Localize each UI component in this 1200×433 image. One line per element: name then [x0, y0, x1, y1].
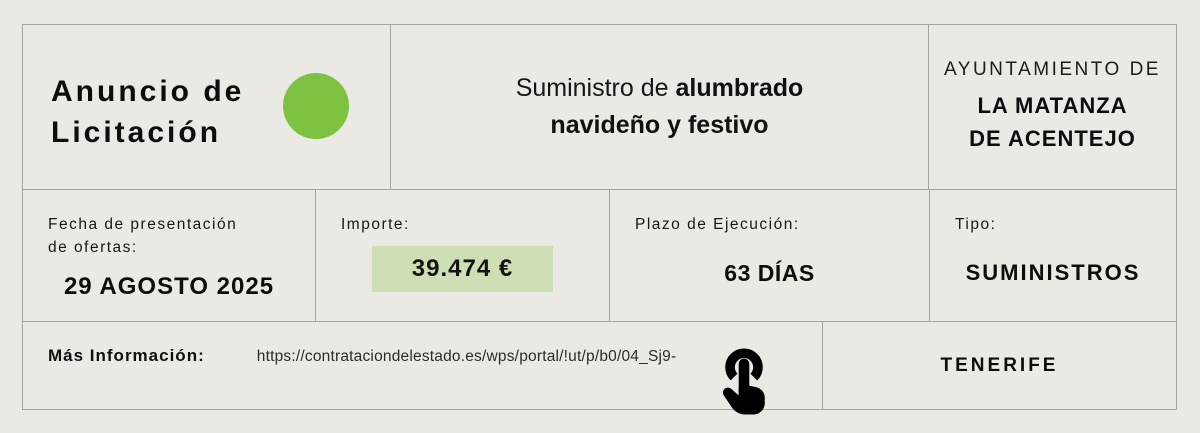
- amount-label: Importe:: [341, 216, 410, 233]
- organization-prefix: AYUNTAMIENTO DE: [944, 59, 1161, 80]
- deadline-label-line2: de ofertas:: [48, 239, 138, 256]
- subject-bold-2: navideño y festivo: [550, 111, 769, 139]
- tender-subject: Suministro de alumbrado navideño y festi…: [516, 70, 804, 144]
- details-row: Fecha de presentación de ofertas: 29 AGO…: [23, 190, 1176, 322]
- type-label: Tipo:: [955, 216, 997, 233]
- organization-cell: AYUNTAMIENTO DE LA MATANZA DE ACENTEJO: [929, 25, 1176, 189]
- more-info-cell: Más Información: https://contrataciondel…: [23, 322, 823, 409]
- announcement-card: Anuncio de Licitación Suministro de alum…: [22, 24, 1177, 410]
- green-dot-icon: [283, 73, 349, 139]
- amount-cell: Importe: 39.474 €: [316, 190, 610, 321]
- more-info-label: Más Información:: [48, 346, 205, 365]
- url-link[interactable]: https://contrataciondelestado.es/wps/por…: [256, 348, 677, 365]
- page-title-line2: Licitación: [51, 116, 222, 149]
- organization-name-line2: DE ACENTEJO: [969, 126, 1136, 151]
- subject-regular: Suministro de: [515, 74, 669, 102]
- header-row: Anuncio de Licitación Suministro de alum…: [23, 25, 1176, 190]
- importe-highlight: 39.474 €: [371, 246, 554, 292]
- deadline-label-line1: Fecha de presentación: [48, 216, 238, 233]
- type-value: SUMINISTROS: [965, 260, 1141, 285]
- tap-gesture-icon: [722, 348, 765, 415]
- subject-bold-1: alumbrado: [675, 74, 804, 102]
- deadline-cell: Fecha de presentación de ofertas: 29 AGO…: [23, 190, 316, 321]
- deadline-value: 29 AGOSTO 2025: [63, 273, 275, 300]
- execution-period-cell: Plazo de Ejecución: 63 DÍAS: [610, 190, 930, 321]
- amount-value-wrap: 39.474 €: [341, 246, 584, 292]
- page-title-line1: Anuncio de: [51, 75, 245, 108]
- type-cell: Tipo: SUMINISTROS: [930, 190, 1176, 321]
- deadline-label: Fecha de presentación de ofertas:: [48, 213, 315, 259]
- footer-row: Más Información: https://contrataciondel…: [23, 322, 1176, 409]
- page-title: Anuncio de Licitación: [51, 71, 244, 153]
- location-cell: TENERIFE: [823, 322, 1176, 409]
- execution-period-label: Plazo de Ejecución:: [635, 216, 800, 233]
- brand-cell: Anuncio de Licitación: [23, 25, 391, 189]
- subject-cell: Suministro de alumbrado navideño y festi…: [391, 25, 929, 189]
- location-value: TENERIFE: [940, 354, 1059, 376]
- organization-name-line1: LA MATANZA: [977, 93, 1128, 118]
- execution-period-value: 63 DÍAS: [724, 260, 815, 286]
